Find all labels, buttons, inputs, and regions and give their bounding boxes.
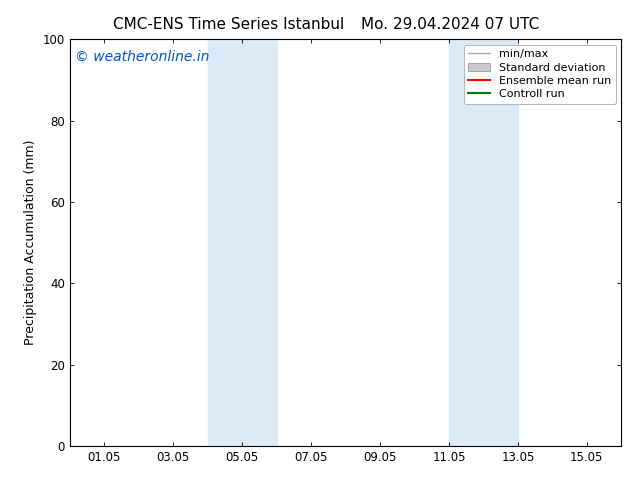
Legend: min/max, Standard deviation, Ensemble mean run, Controll run: min/max, Standard deviation, Ensemble me…: [463, 45, 616, 104]
Y-axis label: Precipitation Accumulation (mm): Precipitation Accumulation (mm): [24, 140, 37, 345]
Bar: [207, 39, 276, 446]
Text: Mo. 29.04.2024 07 UTC: Mo. 29.04.2024 07 UTC: [361, 17, 540, 32]
Text: © weatheronline.in: © weatheronline.in: [75, 49, 210, 63]
Bar: [449, 39, 518, 446]
Text: CMC-ENS Time Series Istanbul: CMC-ENS Time Series Istanbul: [113, 17, 344, 32]
